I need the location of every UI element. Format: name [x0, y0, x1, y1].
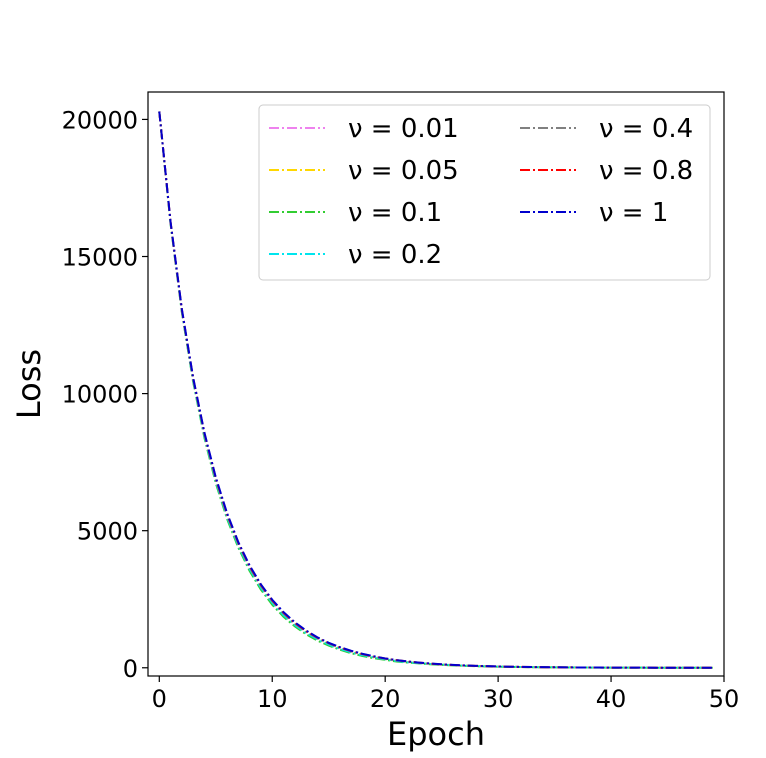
legend: ν = 0.01 ν = 0.05 ν = 0.1 ν = 0.2 ν = 0.4 ν =… [258, 104, 711, 281]
y-tick-label: 5000 [77, 518, 138, 546]
x-tick-label: 40 [596, 685, 627, 713]
x-tick-label: 30 [483, 685, 514, 713]
x-axis-label: Epoch [387, 715, 485, 753]
y-tick-label: 10000 [62, 381, 138, 409]
series-lines [158, 111, 713, 669]
legend-label-6: ν = 1 [599, 198, 668, 228]
x-tick-label: 50 [709, 685, 740, 713]
legend-label-3: ν = 0.2 [348, 240, 442, 270]
y-axis-label: Loss [10, 349, 48, 419]
legend-label-5: ν = 0.8 [599, 156, 693, 186]
series-line-6 [158, 111, 713, 669]
legend-box [258, 104, 711, 281]
x-tick-label: 10 [257, 685, 288, 713]
x-tick-label: 20 [370, 685, 401, 713]
x-axis-ticks: 0 10 20 30 40 50 [152, 676, 740, 713]
legend-label-1: ν = 0.05 [348, 156, 459, 186]
legend-label-2: ν = 0.1 [348, 198, 442, 228]
legend-label-4: ν = 0.4 [599, 114, 693, 144]
legend-label-0: ν = 0.01 [348, 114, 459, 144]
y-tick-label: 15000 [62, 244, 138, 272]
x-tick-label: 0 [152, 685, 167, 713]
y-tick-label: 20000 [62, 106, 138, 134]
plot-frame [147, 91, 725, 677]
y-tick-label: 0 [123, 655, 138, 683]
y-axis-ticks: 0 5000 10000 15000 20000 [62, 106, 148, 683]
